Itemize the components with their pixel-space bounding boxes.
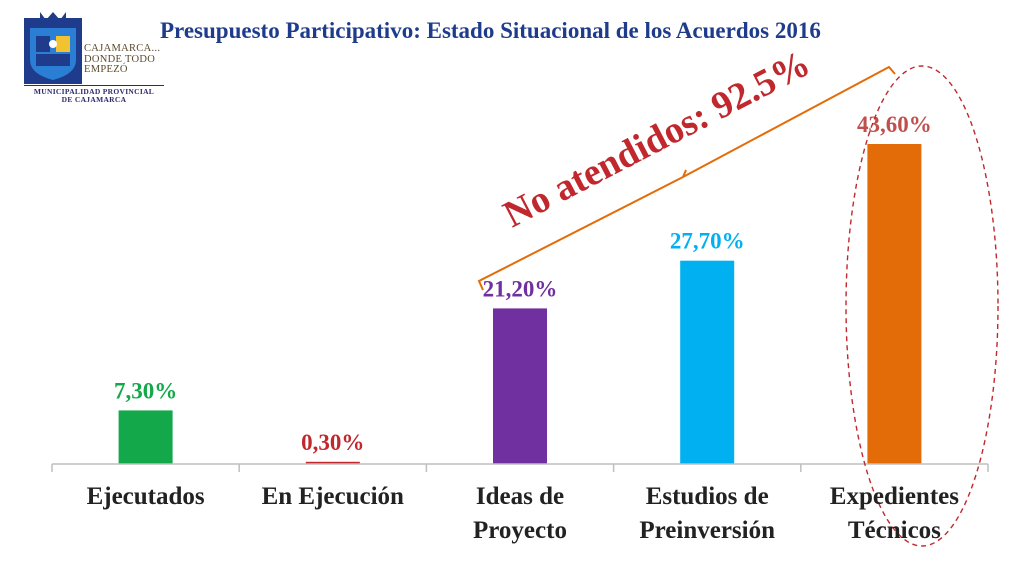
data-label-5: 43,60% xyxy=(857,112,932,137)
category-label-1: Ejecutados xyxy=(86,483,205,510)
category-label-4: Estudios de Preinversión xyxy=(639,483,775,544)
logo-subtitle: MUNICIPALIDAD PROVINCIAL DE CAJAMARCA xyxy=(24,88,164,104)
data-label-2: 0,30% xyxy=(301,430,364,455)
bar-2 xyxy=(305,461,360,464)
data-label-3: 21,20% xyxy=(483,276,558,301)
logo-line-1: CAJAMARCA... xyxy=(84,43,161,54)
municipality-logo xyxy=(22,10,172,105)
page-title: Presupuesto Participativo: Estado Situac… xyxy=(160,18,821,43)
logo-sub-line-1: MUNICIPALIDAD PROVINCIAL xyxy=(33,87,155,96)
category-label-5: Expedientes Técnicos xyxy=(829,483,959,544)
logo-sub-line-2: DE CAJAMARCA xyxy=(61,95,127,104)
data-label-4: 27,70% xyxy=(670,229,745,254)
logo-line-3: EMPEZÓ xyxy=(84,64,128,75)
category-label-2: En Ejecución xyxy=(261,483,404,510)
bar-5 xyxy=(867,144,922,464)
highlight-ellipse xyxy=(845,65,999,547)
bar-4 xyxy=(680,260,735,464)
annotation-text: No atendidos: 92.5% xyxy=(497,42,817,236)
logo-divider xyxy=(24,85,164,86)
bar-1 xyxy=(118,410,173,464)
bracket-annotation xyxy=(477,65,896,291)
bar-3 xyxy=(493,308,547,464)
data-label-1: 7,30% xyxy=(114,378,177,403)
category-label-3: Ideas de Proyecto xyxy=(473,483,567,544)
logo-line-2: DONDE TODO xyxy=(84,53,156,65)
coat-of-arms-icon xyxy=(24,12,82,84)
logo-text: CAJAMARCA... DONDE TODO EMPEZÓ xyxy=(84,43,174,76)
